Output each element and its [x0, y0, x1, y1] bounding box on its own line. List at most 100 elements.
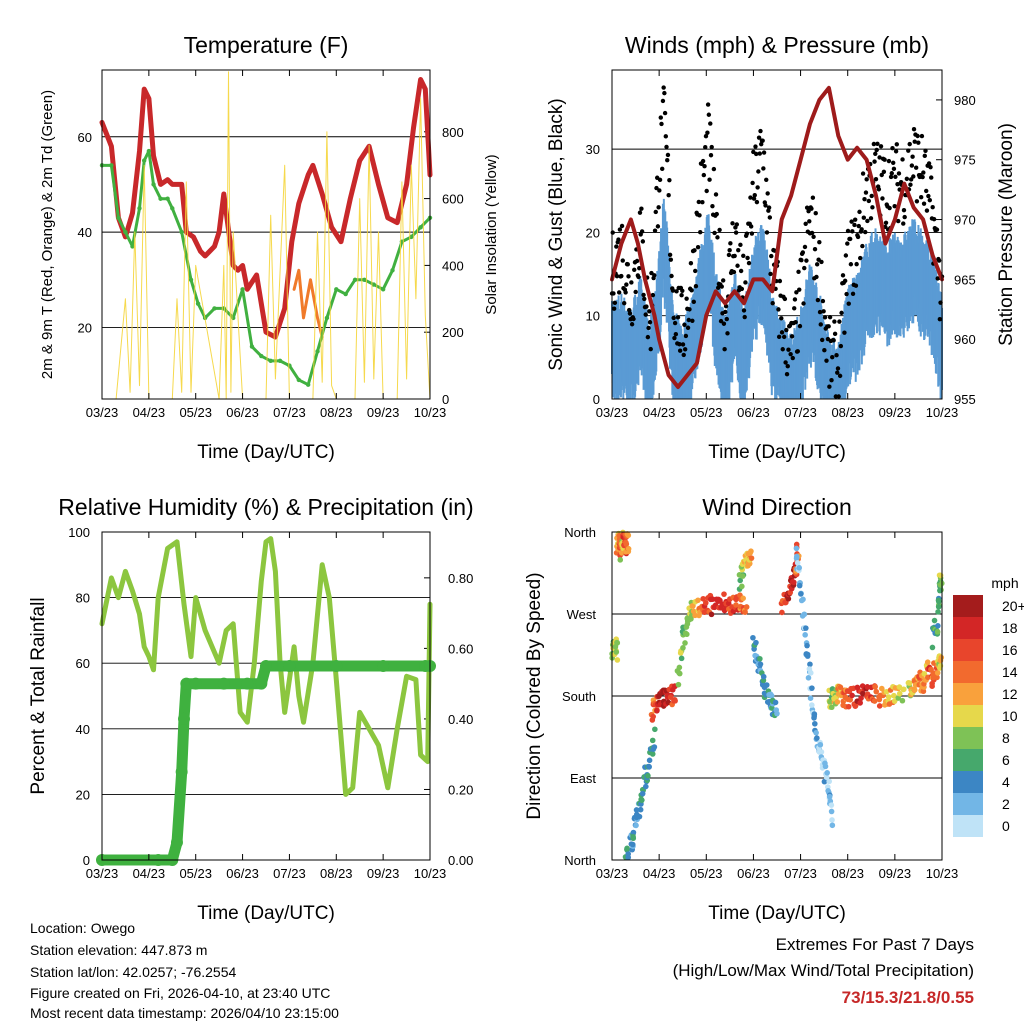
direction-point	[798, 591, 804, 597]
winds-gust-point	[674, 289, 679, 294]
direction-legend-label: 16	[1002, 642, 1018, 658]
temperature-dewpoint-point	[352, 277, 358, 282]
winds-gust-point	[880, 196, 885, 201]
winds-gust-point	[693, 268, 698, 274]
winds-gust-point	[640, 239, 646, 244]
direction-xtick-label: 04/23	[643, 866, 676, 881]
winds-gust-point	[840, 273, 846, 278]
direction-legend-swatch	[953, 727, 983, 749]
winds-xtick-label: 07/23	[784, 405, 817, 420]
winds-gust-point	[616, 290, 622, 295]
direction-xtick-label: 09/23	[879, 866, 912, 881]
winds-gust-point	[836, 394, 841, 399]
direction-point	[885, 694, 892, 700]
direction-point	[740, 595, 746, 602]
direction-point	[826, 778, 832, 785]
humidity-ytick-label: 60	[76, 656, 90, 671]
winds-xtick-label: 05/23	[690, 405, 723, 420]
winds-gust-point	[890, 145, 895, 151]
direction-legend-swatch	[953, 595, 983, 617]
winds-gust-point	[620, 258, 625, 263]
winds-gust-point	[624, 282, 629, 287]
humidity-precip-point	[260, 660, 272, 673]
direction-point	[924, 659, 931, 665]
direction-point	[625, 854, 632, 861]
direction-legend-swatch	[953, 793, 983, 815]
winds-gust-point	[911, 127, 917, 132]
winds-gust-point	[625, 262, 630, 267]
humidity-precip-point	[178, 712, 190, 725]
winds-gust-point	[717, 227, 722, 233]
winds-gust-point	[645, 334, 651, 340]
winds-gust-point	[656, 205, 661, 210]
temperature-dewpoint-point	[212, 306, 217, 311]
winds-gust-point	[714, 211, 719, 217]
winds-gust-point	[780, 347, 785, 352]
temperature-dewpoint-point	[296, 377, 301, 383]
winds-gust-point	[792, 306, 797, 311]
temperature-dewpoint-point	[343, 291, 348, 297]
direction-xtick-label: 07/23	[784, 866, 817, 881]
direction-point	[828, 704, 835, 711]
winds-gust-point	[814, 274, 819, 280]
temperature-dewpoint-point	[334, 287, 339, 292]
winds-gust-point	[796, 269, 801, 275]
winds-gust-point	[647, 320, 653, 325]
created-text: Figure created on Fri, 2026-04-10, at 23…	[30, 985, 331, 1001]
temperature-dewpoint-point	[305, 382, 311, 387]
temperature-dewpoint-point	[137, 206, 142, 211]
winds-gust-point	[693, 284, 699, 289]
humidity-precip-point	[170, 836, 183, 849]
winds-gust-point	[726, 252, 732, 258]
direction-point	[672, 698, 678, 704]
winds-gust-point	[684, 296, 689, 301]
winds-gust-point	[870, 205, 875, 210]
winds-gust-point	[889, 171, 894, 176]
winds-gust-point	[860, 243, 865, 249]
humidity-xlabel: Time (Day/UTC)	[197, 903, 335, 924]
winds-ytick-label: 10	[586, 309, 600, 324]
winds-gust-point	[835, 366, 841, 371]
winds-gust-point	[848, 262, 854, 267]
direction-point	[814, 735, 820, 741]
winds-gust-point	[842, 278, 848, 284]
temperature-xtick-label: 09/23	[367, 405, 400, 420]
location-text: Location: Owego	[30, 920, 136, 936]
winds-gust-point	[629, 280, 634, 285]
direction-point	[807, 661, 813, 668]
humidity-xtick-label: 06/23	[226, 866, 259, 881]
winds-gust-point	[646, 325, 651, 331]
winds-gust-point	[742, 314, 747, 320]
winds-gust-point	[801, 301, 806, 306]
direction-point	[873, 688, 880, 695]
winds-gust-point	[873, 176, 879, 182]
winds-gust-point	[790, 355, 795, 361]
humidity-title: Relative Humidity (%) & Precipitation (i…	[58, 494, 473, 520]
winds-gust-point	[824, 358, 829, 363]
winds-gust-point	[910, 154, 915, 159]
winds-gust-point	[891, 166, 897, 172]
direction-point	[828, 808, 835, 815]
direction-point	[920, 688, 927, 695]
direction-point	[613, 649, 620, 655]
winds-gust-point	[626, 274, 631, 279]
winds-gust-point	[860, 171, 866, 176]
winds-gust-point	[629, 322, 635, 327]
winds-gust-point	[832, 319, 837, 324]
winds-gust-point	[872, 159, 877, 164]
winds-gust-point	[854, 261, 859, 267]
winds-gust-point	[930, 204, 935, 210]
winds-gust-point	[754, 199, 760, 205]
winds-gust-point	[655, 224, 661, 229]
winds-gust-point	[853, 283, 859, 288]
winds-gust-point	[893, 174, 898, 180]
direction-point	[617, 557, 624, 563]
winds-gust-point	[911, 174, 916, 179]
direction-point	[805, 675, 812, 681]
winds-gust-point	[733, 230, 739, 235]
winds-gust-point	[680, 288, 685, 293]
direction-point	[682, 630, 689, 637]
winds-gust-point	[797, 287, 802, 292]
winds-gust-point	[829, 378, 834, 383]
winds-gust-point	[703, 133, 709, 139]
